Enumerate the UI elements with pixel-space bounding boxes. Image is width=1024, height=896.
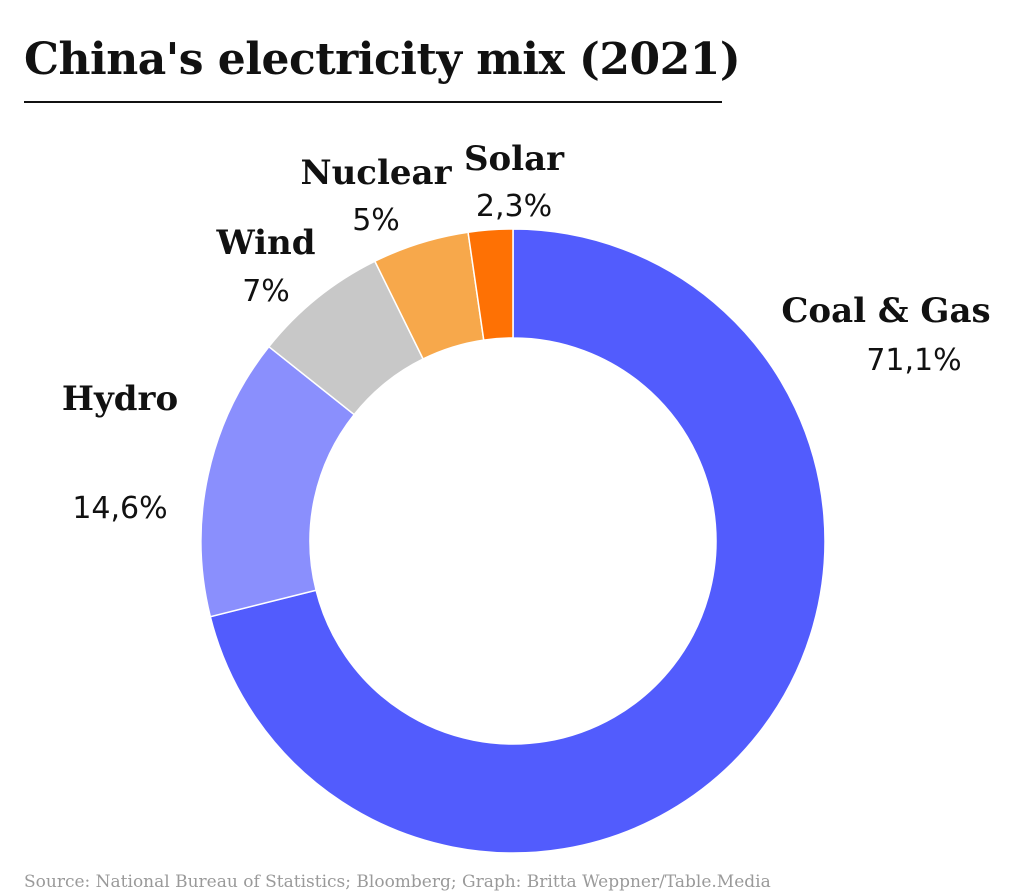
source-note: Source: National Bureau of Statistics; B… [24,872,771,892]
title-underline [24,101,722,103]
slice-label-wind: Wind [216,223,316,263]
slice-value-wind: 7% [242,274,290,309]
slice-value-coal-gas: 71,1% [866,343,961,378]
slice-value-solar: 2,3% [476,189,552,224]
slice-value-hydro: 14,6% [72,491,167,526]
slice-solar [467,228,514,341]
slice-label-solar: Solar [464,139,565,179]
donut-chart: Coal & Gas 71,1% Hydro 14,6% Wind 7% Nuc… [62,139,991,854]
slice-label-hydro: Hydro [62,379,178,419]
slice-label-coal-gas: Coal & Gas [781,291,990,331]
slice-label-nuclear: Nuclear [301,153,453,193]
slice-coal-gas [209,228,826,854]
slice-value-nuclear: 5% [352,203,400,238]
chart-title: China's electricity mix (2021) [24,34,741,85]
donut-slices [200,228,826,854]
